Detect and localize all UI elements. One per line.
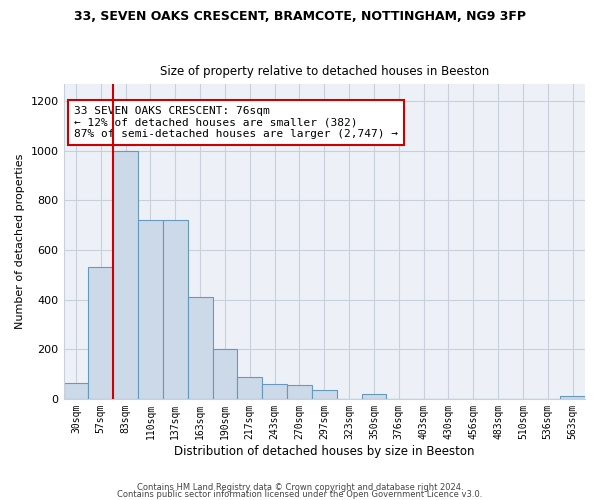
Title: Size of property relative to detached houses in Beeston: Size of property relative to detached ho…	[160, 66, 489, 78]
Bar	[212, 349, 238, 399]
Text: 33, SEVEN OAKS CRESCENT, BRAMCOTE, NOTTINGHAM, NG9 3FP: 33, SEVEN OAKS CRESCENT, BRAMCOTE, NOTTI…	[74, 10, 526, 23]
Bar	[88, 268, 113, 399]
Y-axis label: Number of detached properties: Number of detached properties	[15, 154, 25, 329]
Bar	[560, 396, 585, 399]
Text: Contains HM Land Registry data © Crown copyright and database right 2024.: Contains HM Land Registry data © Crown c…	[137, 484, 463, 492]
Bar	[188, 297, 212, 399]
Bar	[163, 220, 188, 399]
Bar	[138, 220, 163, 399]
Text: 33 SEVEN OAKS CRESCENT: 76sqm
← 12% of detached houses are smaller (382)
87% of : 33 SEVEN OAKS CRESCENT: 76sqm ← 12% of d…	[74, 106, 398, 139]
Bar	[262, 384, 287, 399]
Bar	[362, 394, 386, 399]
Bar	[113, 151, 138, 399]
Bar	[312, 390, 337, 399]
Text: Contains public sector information licensed under the Open Government Licence v3: Contains public sector information licen…	[118, 490, 482, 499]
X-axis label: Distribution of detached houses by size in Beeston: Distribution of detached houses by size …	[174, 444, 475, 458]
Bar	[238, 376, 262, 399]
Bar	[64, 382, 88, 399]
Bar	[287, 385, 312, 399]
